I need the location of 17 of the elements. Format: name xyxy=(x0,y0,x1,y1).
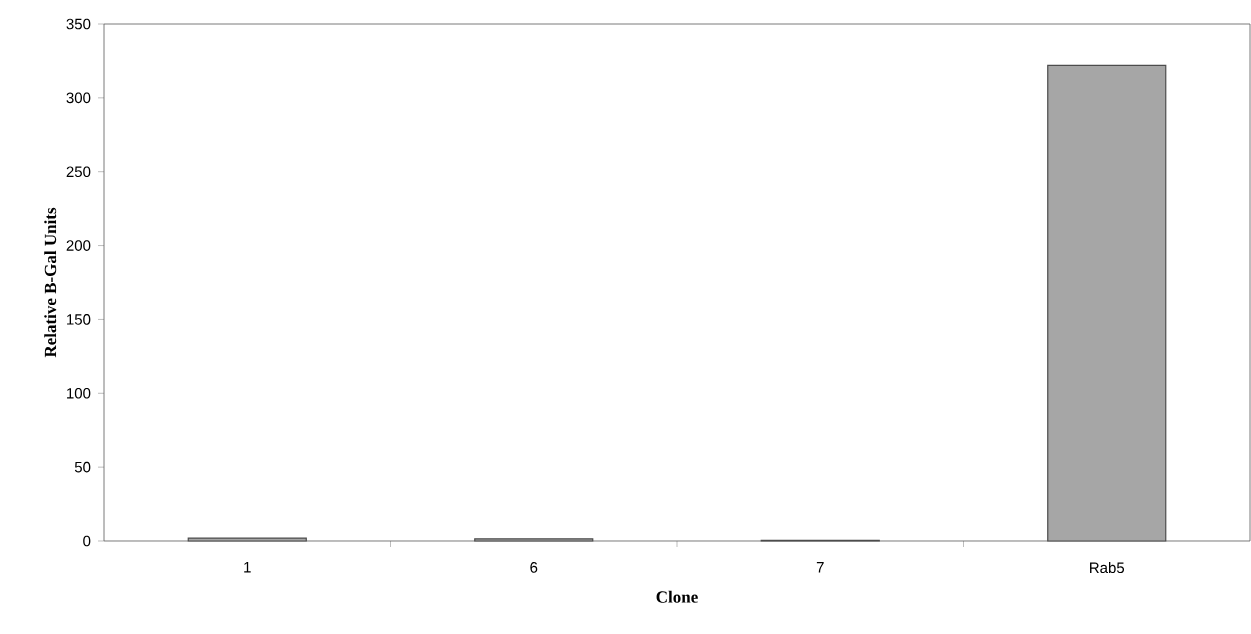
y-tick-label: 0 xyxy=(83,535,91,547)
x-tick-label: 6 xyxy=(530,562,538,573)
x-axis-title: Clone xyxy=(656,590,698,603)
y-axis-title: Relative B-Gal Units xyxy=(44,207,57,358)
x-tick-label: 7 xyxy=(816,562,824,573)
bar xyxy=(187,537,307,542)
y-tick-label: 200 xyxy=(66,240,91,251)
x-tick-label: 1 xyxy=(244,562,251,573)
y-tick-label: 350 xyxy=(66,18,91,30)
bar xyxy=(1047,64,1167,542)
y-tick-label: 50 xyxy=(74,461,91,473)
bar xyxy=(474,538,594,542)
y-tick-label: 250 xyxy=(66,166,91,178)
x-tick-label: Rab5 xyxy=(1090,562,1125,574)
y-tick-label: 100 xyxy=(67,387,91,399)
y-tick-label: 300 xyxy=(66,92,91,104)
y-tick-label: 150 xyxy=(67,314,91,325)
